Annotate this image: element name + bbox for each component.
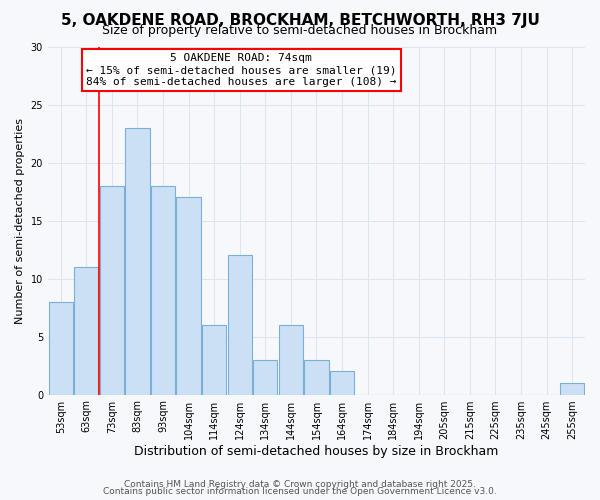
Bar [125, 128, 149, 394]
Bar [176, 198, 201, 394]
X-axis label: Distribution of semi-detached houses by size in Brockham: Distribution of semi-detached houses by … [134, 444, 499, 458]
Bar [330, 372, 354, 394]
Bar [227, 256, 252, 394]
Text: 5 OAKDENE ROAD: 74sqm
← 15% of semi-detached houses are smaller (19)
84% of semi: 5 OAKDENE ROAD: 74sqm ← 15% of semi-deta… [86, 54, 397, 86]
Bar [49, 302, 73, 394]
Bar [202, 325, 226, 394]
Text: Contains HM Land Registry data © Crown copyright and database right 2025.: Contains HM Land Registry data © Crown c… [124, 480, 476, 489]
Bar [304, 360, 329, 394]
Text: Size of property relative to semi-detached houses in Brockham: Size of property relative to semi-detach… [103, 24, 497, 37]
Text: Contains public sector information licensed under the Open Government Licence v3: Contains public sector information licen… [103, 487, 497, 496]
Y-axis label: Number of semi-detached properties: Number of semi-detached properties [15, 118, 25, 324]
Bar [253, 360, 277, 394]
Text: 5, OAKDENE ROAD, BROCKHAM, BETCHWORTH, RH3 7JU: 5, OAKDENE ROAD, BROCKHAM, BETCHWORTH, R… [61, 12, 539, 28]
Bar [100, 186, 124, 394]
Bar [74, 267, 98, 394]
Bar [151, 186, 175, 394]
Bar [560, 383, 584, 394]
Bar [279, 325, 303, 394]
